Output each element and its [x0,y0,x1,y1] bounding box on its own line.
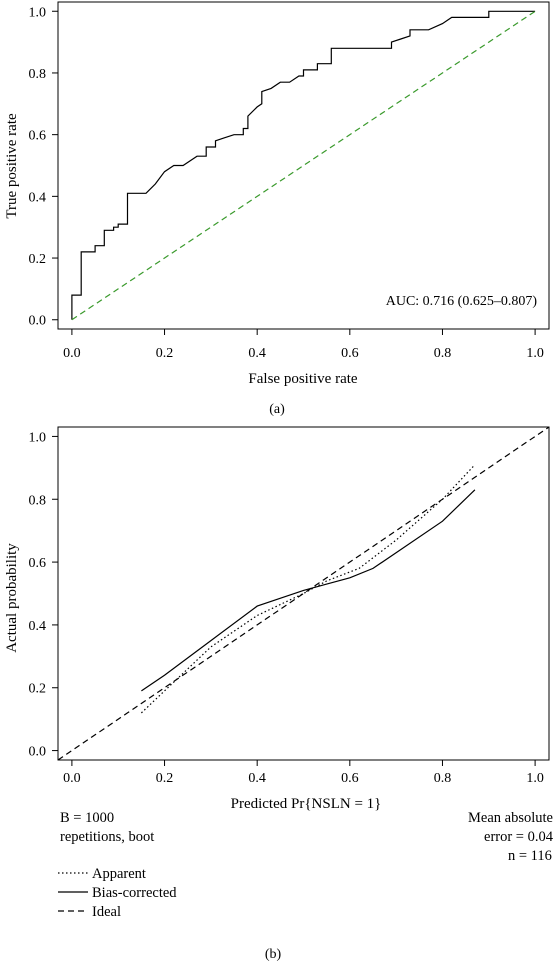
plot-frame-b [57,426,550,761]
series-b [57,426,550,761]
series-line-a-1 [71,10,536,321]
y-tick-label-a-0.4: 0.4 [29,190,47,205]
ticks-b [52,435,536,766]
x-tick-label-a-0.2: 0.2 [156,346,174,361]
x-tick-label-a-0.0: 0.0 [63,346,81,361]
panel-a: 0.0 0.2 0.4 0.6 0.8 1.0 0.0 0.2 0.4 0.6 0.8 1.0 Fal… [4,1,550,417]
y-tick-label-a-0.2: 0.2 [29,252,47,267]
x-tick-label-b-0.8: 0.8 [434,771,452,786]
y-axis-label-b: Actual probability [4,543,20,653]
x-tick-label-b-0.2: 0.2 [156,771,174,786]
y-tick-label-b-0.6: 0.6 [29,556,47,571]
series-line-a-0 [71,10,536,320]
legend-label-ideal: Ideal [92,904,121,920]
panel-label-a: (a) [269,402,285,417]
y-axis-label-a: True positive rate [4,113,20,219]
legend-label-apparent: Apparent [92,866,146,882]
panel-b: 0.0 0.2 0.4 0.6 0.8 1.0 0.0 0.2 0.4 0.6 0.8 1.0 Pre… [4,426,554,962]
y-tick-label-b-0.0: 0.0 [29,745,47,760]
note-right-2: error = 0.04 [484,829,554,845]
note-right-1: Mean absolute [468,810,553,826]
y-tick-label-a-0.6: 0.6 [29,129,47,144]
x-tick-label-a-1.0: 1.0 [526,346,544,361]
legend-b: Apparent Bias-corrected Ideal [58,866,177,920]
y-tick-label-b-0.2: 0.2 [29,682,47,697]
y-tick-label-b-1.0: 1.0 [29,430,47,445]
series-line-b-ideal [57,426,550,761]
x-tick-label-b-0.4: 0.4 [248,771,266,786]
auc-annotation: AUC: 0.716 (0.625–0.807) [386,294,538,309]
x-tick-label-a-0.6: 0.6 [341,346,359,361]
x-axis-label-a: False positive rate [248,371,357,387]
series-a [71,10,536,321]
x-tick-label-a-0.8: 0.8 [434,346,452,361]
y-tick-label-a-0.8: 0.8 [29,67,47,82]
note-right-3: n = 116 [508,848,552,864]
note-left-1: B = 1000 [60,810,114,826]
y-tick-label-b-0.8: 0.8 [29,493,47,508]
tick-labels-b: 0.0 0.2 0.4 0.6 0.8 1.0 0.0 0.2 0.4 0.6 0.8 1.0 [29,430,544,786]
series-line-b-bias-corrected [141,489,476,692]
x-axis-label-b: Predicted Pr{NSLN = 1} [231,796,382,812]
plot-frame-a [57,1,550,330]
x-tick-label-b-0.6: 0.6 [341,771,359,786]
x-tick-label-b-0.0: 0.0 [63,771,81,786]
y-tick-label-a-0.0: 0.0 [29,314,47,329]
y-tick-label-a-1.0: 1.0 [29,5,47,20]
x-tick-label-b-1.0: 1.0 [526,771,544,786]
legend-label-bias-corrected: Bias-corrected [92,885,177,901]
note-left-2: repetitions, boot [60,829,154,845]
x-tick-label-a-0.4: 0.4 [248,346,266,361]
y-tick-label-b-0.4: 0.4 [29,619,47,634]
tick-labels-a: 0.0 0.2 0.4 0.6 0.8 1.0 0.0 0.2 0.4 0.6 0.8 1.0 [29,5,544,361]
ticks-a [52,10,536,335]
panel-label-b: (b) [265,947,282,962]
